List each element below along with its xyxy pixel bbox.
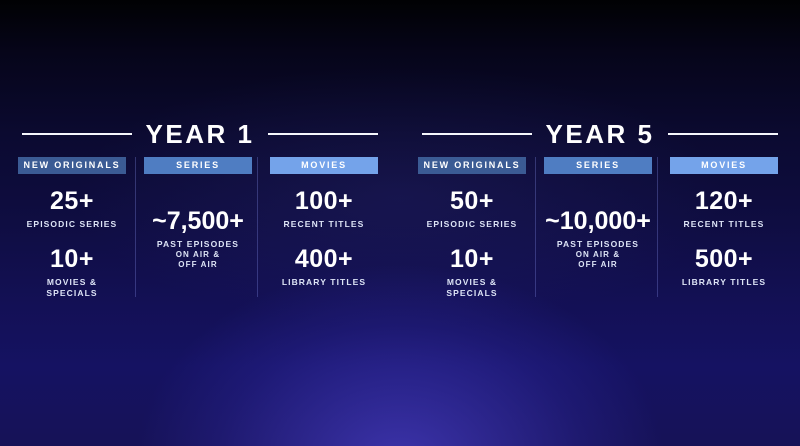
stat-caption-line: ON AIR &: [175, 249, 221, 259]
stat-value: ~10,000+: [545, 207, 651, 235]
year-group-5: YEAR 5 NEW ORIGINALS 50+ EPISODIC SERIES…: [400, 116, 800, 316]
category-badge-movies: MOVIES: [670, 157, 778, 174]
stat-value: 100+: [294, 187, 354, 215]
title-line-right: [268, 133, 379, 135]
stat-library-titles: 500+ LIBRARY TITLES: [670, 247, 778, 288]
category-badge-movies: MOVIES: [270, 157, 378, 174]
year-5-column-new-originals: NEW ORIGINALS 50+ EPISODIC SERIES 10+ MO…: [418, 157, 526, 300]
year-1-column-new-originals: NEW ORIGINALS 25+ EPISODIC SERIES 10+ MO…: [18, 157, 126, 300]
stat-value: ~7,500+: [152, 207, 244, 235]
stat-caption-line: PAST EPISODES: [556, 239, 640, 249]
stat-value: 10+: [450, 245, 494, 274]
year-5-column-movies: MOVIES 120+ RECENT TITLES 500+ LIBRARY T…: [670, 157, 778, 300]
year-1-heading: YEAR 1: [145, 118, 255, 149]
category-badge-new-originals: NEW ORIGINALS: [418, 157, 526, 174]
stat-caption-line: RECENT TITLES: [283, 219, 365, 229]
stat-caption-line: LIBRARY TITLES: [681, 277, 767, 288]
stat-value: 10+: [50, 245, 94, 274]
stat-caption: PAST EPISODES ON AIR & OFF AIR: [544, 239, 652, 270]
stat-caption: EPISODIC SERIES: [18, 219, 126, 230]
stat-caption: MOVIES & SPECIALS: [18, 277, 126, 299]
stat-recent-titles: 100+ RECENT TITLES: [270, 189, 378, 230]
stat-caption-line: RECENT TITLES: [683, 219, 765, 229]
stat-value: 120+: [694, 187, 754, 215]
column-divider: [135, 157, 136, 297]
stat-library-titles: 400+ LIBRARY TITLES: [270, 247, 378, 288]
stat-episodic-series: 50+ EPISODIC SERIES: [418, 189, 526, 230]
category-badge-series: SERIES: [544, 157, 652, 174]
stat-past-episodes: ~10,000+ PAST EPISODES ON AIR & OFF AIR: [544, 209, 652, 270]
year-5-columns: NEW ORIGINALS 50+ EPISODIC SERIES 10+ MO…: [400, 157, 800, 300]
stat-movies-specials: 10+ MOVIES & SPECIALS: [18, 247, 126, 299]
category-badge-series: SERIES: [144, 157, 252, 174]
stat-episodic-series: 25+ EPISODIC SERIES: [18, 189, 126, 230]
year-group-1: YEAR 1 NEW ORIGINALS 25+ EPISODIC SERIES…: [0, 116, 400, 316]
year-5-column-series: SERIES ~10,000+ PAST EPISODES ON AIR & O…: [544, 157, 652, 300]
category-badge-new-originals: NEW ORIGINALS: [18, 157, 126, 174]
stat-caption-line: OFF AIR: [578, 260, 618, 270]
stat-caption-line: MOVIES &: [46, 277, 98, 288]
stat-caption: LIBRARY TITLES: [270, 277, 378, 288]
stat-caption-line: PAST EPISODES: [156, 239, 240, 249]
title-line-left: [22, 133, 132, 135]
stat-caption: PAST EPISODES ON AIR & OFF AIR: [144, 239, 252, 270]
year-1-title-row: YEAR 1: [0, 116, 400, 152]
stat-movies-specials: 10+ MOVIES & SPECIALS: [418, 247, 526, 299]
year-5-title-row: YEAR 5: [400, 116, 800, 152]
stat-value: 400+: [294, 245, 354, 274]
stat-caption: LIBRARY TITLES: [670, 277, 778, 288]
year-1-column-series: SERIES ~7,500+ PAST EPISODES ON AIR & OF…: [144, 157, 252, 300]
stat-caption-line: MOVIES &: [446, 277, 498, 288]
column-divider: [535, 157, 536, 297]
year-1-columns: NEW ORIGINALS 25+ EPISODIC SERIES 10+ MO…: [0, 157, 400, 300]
stat-caption-line: SPECIALS: [46, 288, 98, 299]
stat-caption-line: OFF AIR: [178, 260, 218, 270]
stat-caption: RECENT TITLES: [670, 219, 778, 230]
title-line-left: [422, 133, 532, 135]
column-divider: [657, 157, 658, 297]
column-divider: [257, 157, 258, 297]
stat-value: 25+: [50, 187, 94, 215]
stat-caption-line: EPISODIC SERIES: [426, 219, 518, 229]
stat-caption: EPISODIC SERIES: [418, 219, 526, 230]
year-5-heading: YEAR 5: [545, 118, 655, 149]
stat-value: 500+: [694, 245, 754, 274]
stat-past-episodes: ~7,500+ PAST EPISODES ON AIR & OFF AIR: [144, 209, 252, 270]
stat-caption-line: ON AIR &: [575, 249, 621, 259]
stat-caption-line: EPISODIC SERIES: [26, 219, 118, 229]
stat-caption-line: LIBRARY TITLES: [281, 277, 367, 288]
stat-recent-titles: 120+ RECENT TITLES: [670, 189, 778, 230]
stat-caption-line: SPECIALS: [446, 288, 498, 299]
stat-value: 50+: [450, 187, 494, 215]
stat-caption: MOVIES & SPECIALS: [418, 277, 526, 299]
year-1-column-movies: MOVIES 100+ RECENT TITLES 400+ LIBRARY T…: [270, 157, 378, 300]
stat-caption: RECENT TITLES: [270, 219, 378, 230]
title-line-right: [668, 133, 779, 135]
